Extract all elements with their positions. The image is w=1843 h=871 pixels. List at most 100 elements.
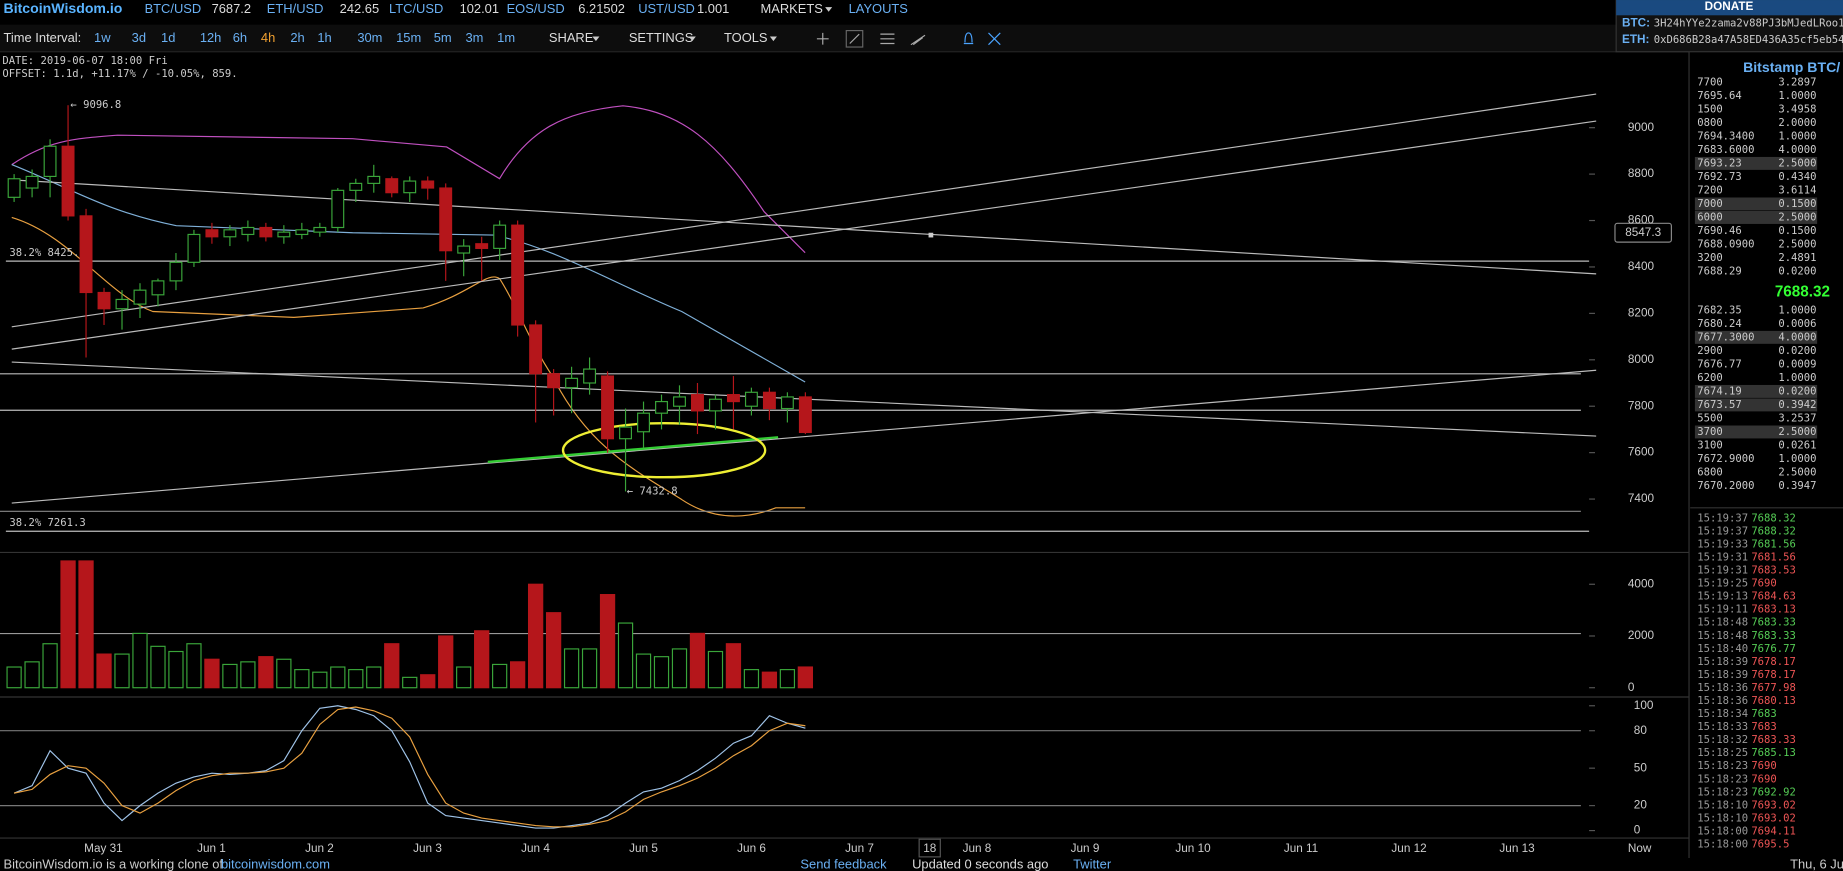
interval-button[interactable]: 3d xyxy=(132,30,146,45)
volume-bar xyxy=(492,663,508,689)
icon-line[interactable] xyxy=(849,33,860,44)
volume-bar xyxy=(60,560,76,689)
orderbook-price: 1500 xyxy=(1697,103,1722,115)
orderbook-amount: 2.4891 xyxy=(1778,252,1816,264)
interval-button[interactable]: 1m xyxy=(497,30,515,45)
trade-time: 15:18:23 xyxy=(1697,760,1748,772)
interval-button[interactable]: 5m xyxy=(434,30,452,45)
candle-body xyxy=(619,426,633,440)
y-tick-label: 8800 xyxy=(1628,167,1655,180)
interval-button[interactable]: 15m xyxy=(396,30,421,45)
interval-button[interactable]: 1d xyxy=(161,30,175,45)
orderbook-price: 6800 xyxy=(1697,467,1722,479)
x-tick-label: Jun 2 xyxy=(305,842,334,855)
interval-button[interactable]: 2h xyxy=(290,30,304,45)
x-tick-label: Jun 13 xyxy=(1499,842,1535,855)
volume-bar xyxy=(222,663,238,689)
volume-bar xyxy=(258,656,274,689)
chart-info: OFFSET: 1.1d, +11.17% / -10.05%, 859. xyxy=(2,68,237,80)
interval-button[interactable]: 4h xyxy=(261,30,275,45)
orderbook-price: 7670.2000 xyxy=(1697,480,1754,492)
icon-fullscreen[interactable] xyxy=(988,32,1001,46)
support-line xyxy=(487,436,779,464)
feedback-link[interactable]: Send feedback xyxy=(800,857,887,871)
candle-body xyxy=(798,396,812,434)
toolbar-menu[interactable]: TOOLS xyxy=(724,30,768,45)
y-tick-label: 100 xyxy=(1634,699,1654,712)
orderbook-price: 5500 xyxy=(1697,412,1722,424)
orderbook-amount: 0.0006 xyxy=(1778,318,1816,330)
orderbook-amount: 0.3947 xyxy=(1778,480,1816,492)
trade-time: 15:18:36 xyxy=(1697,695,1748,707)
orderbook-amount: 0.0009 xyxy=(1778,358,1816,370)
y-tick-label: 7400 xyxy=(1628,492,1655,505)
candle-body xyxy=(349,182,363,191)
trade-price: 7678.17 xyxy=(1751,669,1796,681)
candle-body xyxy=(511,224,525,326)
highlight-ellipse xyxy=(561,421,767,479)
ticker-pair[interactable]: UST/USD xyxy=(638,1,695,16)
candle-body xyxy=(115,298,129,310)
candle-body xyxy=(637,412,650,433)
candle-body xyxy=(691,394,704,412)
y-tick-label: 9000 xyxy=(1628,121,1655,134)
x-tick-label: Jun 9 xyxy=(1071,842,1100,855)
ticker-pair[interactable]: EOS/USD xyxy=(507,1,565,16)
interval-button[interactable]: 1h xyxy=(317,30,331,45)
x-tick-label: Jun 8 xyxy=(963,842,992,855)
y-tick-label: 4000 xyxy=(1628,577,1655,590)
volume-bar xyxy=(42,643,58,689)
orderbook-amount: 3.4958 xyxy=(1778,103,1816,115)
trade-time: 15:19:33 xyxy=(1697,538,1748,550)
icon-lines[interactable] xyxy=(880,33,895,45)
volume-bar xyxy=(456,666,472,689)
icon-bell[interactable] xyxy=(963,32,974,45)
candle-body xyxy=(277,231,291,238)
candle-body xyxy=(25,175,39,189)
logo[interactable]: BitcoinWisdom.io xyxy=(4,0,123,16)
orderbook-amount: 0.3942 xyxy=(1778,399,1816,411)
orderbook-price: 2900 xyxy=(1697,345,1722,357)
icon-cross[interactable] xyxy=(816,32,829,45)
toolbar-menu[interactable]: SHARE xyxy=(549,30,594,45)
candle-body xyxy=(762,391,776,410)
x-tick-label: Jun 4 xyxy=(521,842,550,855)
orderbook-highlight xyxy=(1694,384,1818,398)
candle-body xyxy=(475,243,489,249)
toolbar xyxy=(0,24,1617,52)
dropdown-arrow xyxy=(592,36,600,42)
volume-bar xyxy=(78,560,94,689)
volume-bar xyxy=(24,661,40,689)
volume-bar xyxy=(366,666,382,689)
interval-button[interactable]: 12h xyxy=(200,30,222,45)
menu[interactable]: MARKETS xyxy=(760,1,823,16)
twitter-link[interactable]: Twitter xyxy=(1073,857,1112,871)
trade-time: 15:18:39 xyxy=(1697,669,1748,681)
ticker-pair[interactable]: BTC/USD xyxy=(145,1,202,16)
volume-bar xyxy=(276,658,292,689)
volume-bar xyxy=(671,648,688,689)
orderbook-amount: 0.1500 xyxy=(1778,198,1816,210)
interval-button[interactable]: 30m xyxy=(357,30,382,45)
trade-time: 15:19:31 xyxy=(1697,552,1748,564)
interval-button[interactable]: 3m xyxy=(465,30,483,45)
interval-button[interactable]: 6h xyxy=(233,30,247,45)
icon-fork[interactable] xyxy=(910,34,926,46)
trade-price: 7681.56 xyxy=(1751,552,1796,564)
candle-body xyxy=(744,391,758,407)
tool-icons[interactable] xyxy=(816,29,1001,48)
trade-price: 7677.98 xyxy=(1751,682,1796,694)
ticker-pair[interactable]: ETH/USD xyxy=(267,1,324,16)
candle-body xyxy=(295,229,309,236)
footer-link[interactable]: bitcoinwisdom.com xyxy=(221,857,330,871)
volume-bar xyxy=(132,632,148,689)
orderbook-price: 7680.24 xyxy=(1697,318,1742,330)
trade-price: 7692.92 xyxy=(1751,786,1796,798)
ticker-pair[interactable]: LTC/USD xyxy=(389,1,443,16)
menu[interactable]: LAYOUTS xyxy=(849,1,909,16)
icon-line-box[interactable] xyxy=(845,29,864,48)
volume-bar xyxy=(743,669,760,689)
toolbar-menu[interactable]: SETTINGS xyxy=(629,30,694,45)
interval-button[interactable]: 1w xyxy=(94,30,111,45)
